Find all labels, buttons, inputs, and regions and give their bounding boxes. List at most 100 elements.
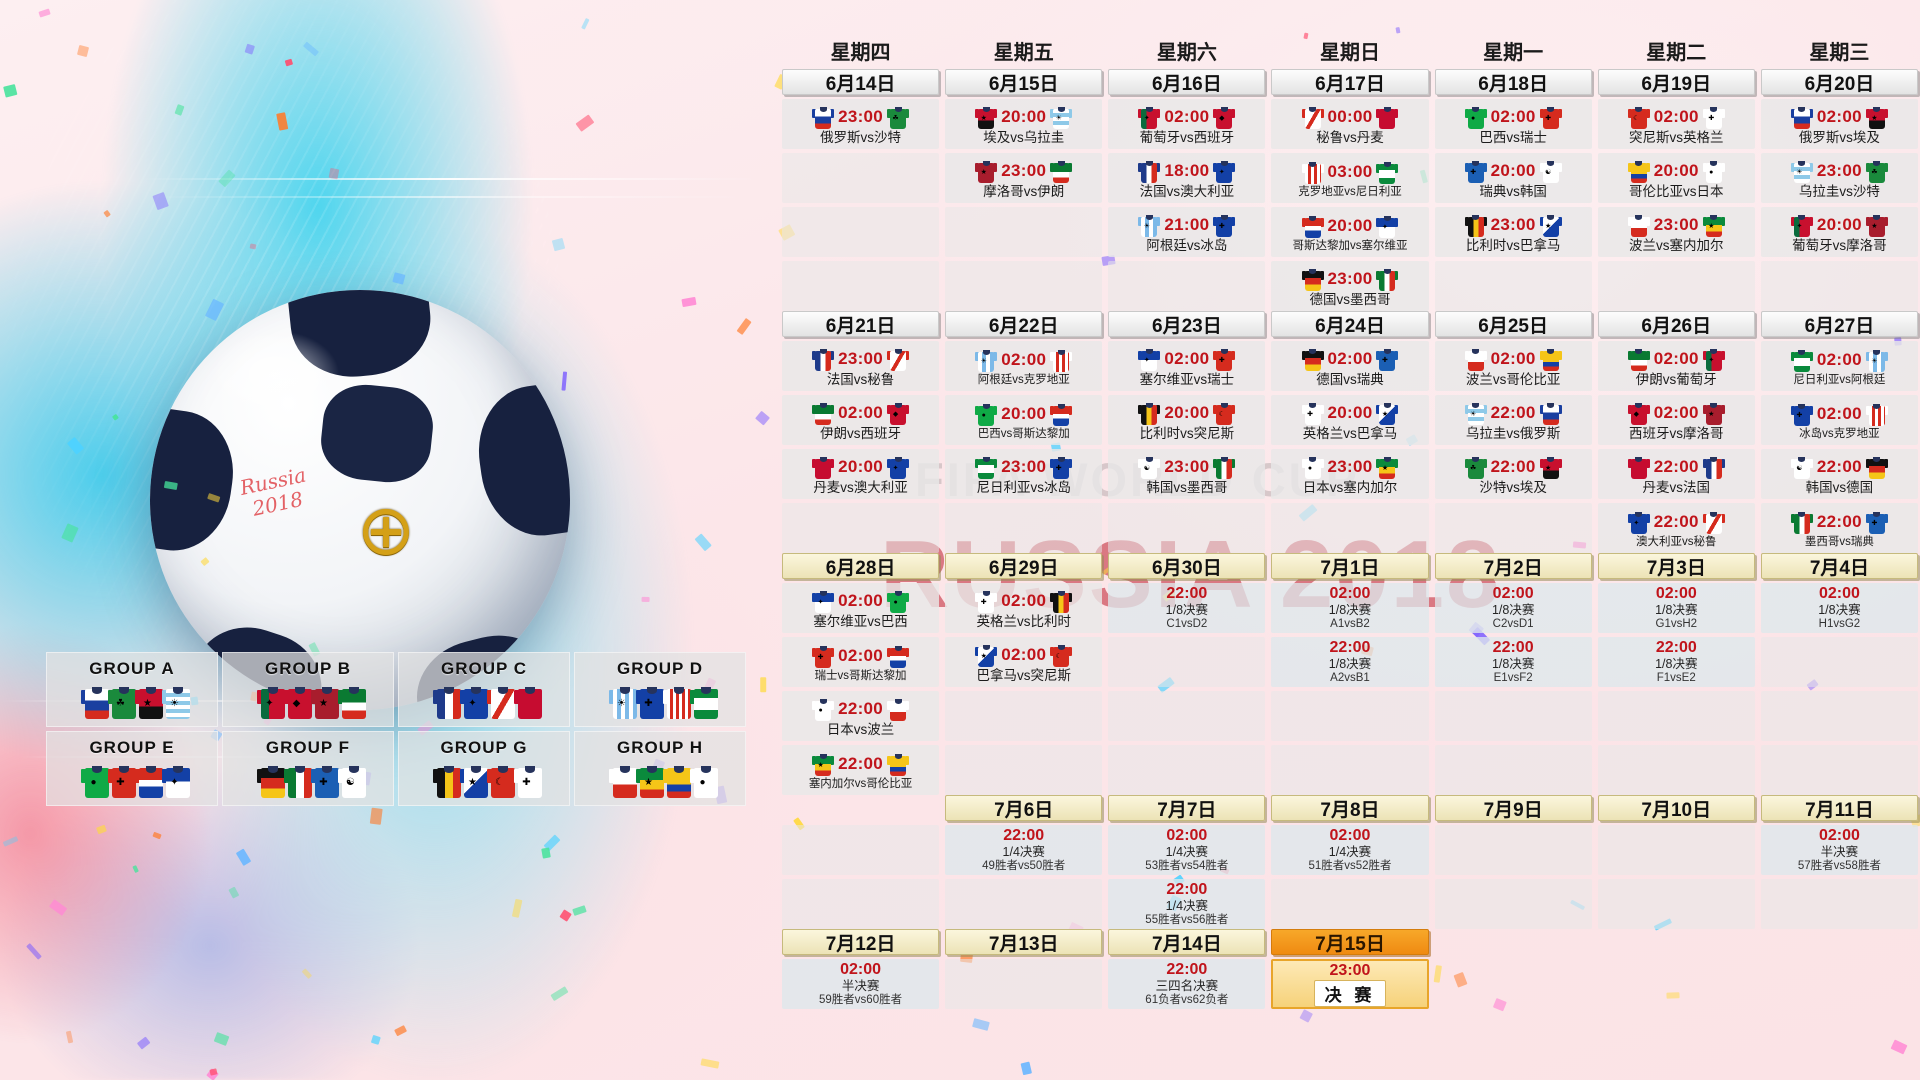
knockout-match-cell[interactable]: 02:00 1/8决赛 C2vsD1: [1434, 583, 1592, 633]
match-cell[interactable]: ✦ 02:00 ✚ 塞尔维亚vs瑞士: [1108, 341, 1266, 391]
group-box-group-h[interactable]: GROUP H ★ ●: [574, 731, 746, 806]
date-header[interactable]: 6月16日: [1108, 69, 1266, 95]
group-box-group-a[interactable]: GROUP A ☘ ★ ☀: [46, 652, 218, 727]
match-cell[interactable]: ✚ 02:00 瑞士vs哥斯达黎加: [782, 637, 940, 687]
date-header[interactable]: 7月8日: [1271, 795, 1429, 821]
knockout-match-cell[interactable]: 22:00 1/4决赛 55胜者vs56胜者: [1108, 879, 1266, 929]
date-header[interactable]: 6月28日: [782, 553, 940, 579]
match-cell[interactable]: 22:00 ✚ 墨西哥vs瑞典: [1760, 503, 1918, 553]
match-cell[interactable]: ✦ 20:00 ★ 葡萄牙vs摩洛哥: [1760, 207, 1918, 257]
date-header[interactable]: 6月26日: [1597, 311, 1755, 337]
match-cell[interactable]: ★ 20:00 ☀ 埃及vs乌拉圭: [945, 99, 1103, 149]
match-cell[interactable]: 03:00 克罗地亚vs尼日利亚: [1271, 153, 1429, 203]
knockout-match-cell[interactable]: 22:00 三四名决赛 61负者vs62负者: [1108, 959, 1266, 1009]
date-header[interactable]: 6月20日: [1760, 69, 1918, 95]
knockout-match-cell[interactable]: 22:00 1/4决赛 49胜者vs50胜者: [945, 825, 1103, 875]
match-cell[interactable]: ☯ 22:00 韩国vs德国: [1760, 449, 1918, 499]
match-cell[interactable]: 23:00 ☘ 俄罗斯vs沙特: [782, 99, 940, 149]
match-cell[interactable]: 02:00 ✦ 伊朗vs葡萄牙: [1597, 341, 1755, 391]
group-box-group-e[interactable]: GROUP E ● ✚ ✦: [46, 731, 218, 806]
date-header[interactable]: 6月23日: [1108, 311, 1266, 337]
date-header[interactable]: 7月14日: [1108, 929, 1266, 955]
knockout-match-cell[interactable]: 22:00 1/8决赛 F1vsE2: [1597, 637, 1755, 687]
knockout-match-cell[interactable]: 22:00 1/8决赛 C1vsD2: [1108, 583, 1266, 633]
date-header[interactable]: 7月11日: [1760, 795, 1918, 821]
match-cell[interactable]: 02:00 ★ 俄罗斯vs埃及: [1760, 99, 1918, 149]
final-match-cell[interactable]: 23:00 决 赛: [1271, 959, 1429, 1009]
match-cell[interactable]: ● 22:00 日本vs波兰: [782, 691, 940, 741]
date-header[interactable]: 6月25日: [1434, 311, 1592, 337]
date-header[interactable]: 6月15日: [945, 69, 1103, 95]
date-header[interactable]: 6月18日: [1434, 69, 1592, 95]
group-box-group-d[interactable]: GROUP D ☀ ✚: [574, 652, 746, 727]
knockout-match-cell[interactable]: 02:00 1/8决赛 G1vsH2: [1597, 583, 1755, 633]
match-cell[interactable]: ☯ 23:00 韩国vs墨西哥: [1108, 449, 1266, 499]
date-header[interactable]: 7月9日: [1434, 795, 1592, 821]
match-cell[interactable]: 22:00 丹麦vs法国: [1597, 449, 1755, 499]
date-header[interactable]: 7月13日: [945, 929, 1103, 955]
match-cell[interactable]: ◆ 02:00 ★ 西班牙vs摩洛哥: [1597, 395, 1755, 445]
match-cell[interactable]: ● 23:00 ★ 日本vs塞内加尔: [1271, 449, 1429, 499]
knockout-match-cell[interactable]: 02:00 1/8决赛 A1vsB2: [1271, 583, 1429, 633]
knockout-match-cell[interactable]: 22:00 1/8决赛 A2vsB1: [1271, 637, 1429, 687]
date-header[interactable]: 7月12日: [782, 929, 940, 955]
match-cell[interactable]: 00:00 秘鲁vs丹麦: [1271, 99, 1429, 149]
knockout-match-cell[interactable]: 02:00 半决赛 59胜者vs60胜者: [782, 959, 940, 1009]
match-cell[interactable]: ★ 02:00 ☾ 巴拿马vs突尼斯: [945, 637, 1103, 687]
match-cell[interactable]: ✚ 20:00 ★ 英格兰vs巴拿马: [1271, 395, 1429, 445]
match-cell[interactable]: 20:00 ✦ 哥斯达黎加vs塞尔维亚: [1271, 207, 1429, 257]
date-header[interactable]: 7月4日: [1760, 553, 1918, 579]
match-cell[interactable]: ☀ 23:00 ☘ 乌拉圭vs沙特: [1760, 153, 1918, 203]
date-header[interactable]: 6月21日: [782, 311, 940, 337]
match-cell[interactable]: ✦ 22:00 澳大利亚vs秘鲁: [1597, 503, 1755, 553]
date-header[interactable]: 6月29日: [945, 553, 1103, 579]
knockout-match-cell[interactable]: 02:00 1/4决赛 53胜者vs54胜者: [1108, 825, 1266, 875]
match-cell[interactable]: ✦ 02:00 ◆ 葡萄牙vs西班牙: [1108, 99, 1266, 149]
date-header[interactable]: 7月6日: [945, 795, 1103, 821]
match-cell[interactable]: 20:00 ● 哥伦比亚vs日本: [1597, 153, 1755, 203]
match-cell[interactable]: ✚ 20:00 ☯ 瑞典vs韩国: [1434, 153, 1592, 203]
date-header[interactable]: 6月17日: [1271, 69, 1429, 95]
match-cell[interactable]: ✚ 02:00 冰岛vs克罗地亚: [1760, 395, 1918, 445]
date-header[interactable]: 7月3日: [1597, 553, 1755, 579]
match-cell[interactable]: 23:00 ★ 比利时vs巴拿马: [1434, 207, 1592, 257]
match-cell[interactable]: 23:00 法国vs秘鲁: [782, 341, 940, 391]
knockout-match-cell[interactable]: 02:00 1/4决赛 51胜者vs52胜者: [1271, 825, 1429, 875]
group-box-group-g[interactable]: GROUP G ★ ☾ ✚: [398, 731, 570, 806]
match-cell[interactable]: ☀ 21:00 ✚ 阿根廷vs冰岛: [1108, 207, 1266, 257]
knockout-match-cell[interactable]: 22:00 1/8决赛 E1vsF2: [1434, 637, 1592, 687]
date-header[interactable]: 7月10日: [1597, 795, 1755, 821]
group-box-group-f[interactable]: GROUP F ✚ ☯: [222, 731, 394, 806]
date-header[interactable]: 6月24日: [1271, 311, 1429, 337]
match-cell[interactable]: 23:00 德国vs墨西哥: [1271, 261, 1429, 311]
match-cell[interactable]: ● 02:00 ✚ 巴西vs瑞士: [1434, 99, 1592, 149]
match-cell[interactable]: ☀ 22:00 乌拉圭vs俄罗斯: [1434, 395, 1592, 445]
knockout-match-cell[interactable]: 02:00 1/8决赛 H1vsG2: [1760, 583, 1918, 633]
match-cell[interactable]: ● 20:00 巴西vs哥斯达黎加: [945, 395, 1103, 445]
match-cell[interactable]: 20:00 ☾ 比利时vs突尼斯: [1108, 395, 1266, 445]
date-header[interactable]: 6月19日: [1597, 69, 1755, 95]
match-cell[interactable]: 23:00 ★ 波兰vs塞内加尔: [1597, 207, 1755, 257]
match-cell[interactable]: 02:00 ☀ 尼日利亚vs阿根廷: [1760, 341, 1918, 391]
knockout-match-cell[interactable]: 02:00 半决赛 57胜者vs58胜者: [1760, 825, 1918, 875]
date-header[interactable]: 7月2日: [1434, 553, 1592, 579]
date-header[interactable]: 6月14日: [782, 69, 940, 95]
match-cell[interactable]: ✦ 02:00 ● 塞尔维亚vs巴西: [782, 583, 940, 633]
group-box-group-b[interactable]: GROUP B ✦ ◆ ★: [222, 652, 394, 727]
match-cell[interactable]: 02:00 波兰vs哥伦比亚: [1434, 341, 1592, 391]
match-cell[interactable]: ★ 23:00 摩洛哥vs伊朗: [945, 153, 1103, 203]
match-cell[interactable]: 23:00 ✚ 尼日利亚vs冰岛: [945, 449, 1103, 499]
date-header[interactable]: 6月30日: [1108, 553, 1266, 579]
match-cell[interactable]: 20:00 ✦ 丹麦vs澳大利亚: [782, 449, 940, 499]
match-cell[interactable]: ★ 22:00 塞内加尔vs哥伦比亚: [782, 745, 940, 795]
match-cell[interactable]: ✚ 02:00 英格兰vs比利时: [945, 583, 1103, 633]
date-header[interactable]: 7月15日: [1271, 929, 1429, 955]
match-cell[interactable]: 18:00 ✦ 法国vs澳大利亚: [1108, 153, 1266, 203]
match-cell[interactable]: 02:00 ✚ 德国vs瑞典: [1271, 341, 1429, 391]
match-cell[interactable]: ☾ 02:00 ✚ 突尼斯vs英格兰: [1597, 99, 1755, 149]
date-header[interactable]: 6月22日: [945, 311, 1103, 337]
match-cell[interactable]: 02:00 ◆ 伊朗vs西班牙: [782, 395, 940, 445]
match-cell[interactable]: ☀ 02:00 阿根廷vs克罗地亚: [945, 341, 1103, 391]
date-header[interactable]: 7月1日: [1271, 553, 1429, 579]
date-header[interactable]: 7月7日: [1108, 795, 1266, 821]
